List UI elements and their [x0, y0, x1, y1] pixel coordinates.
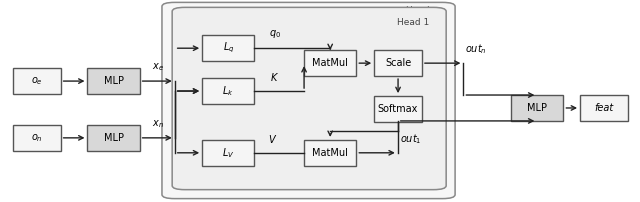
FancyBboxPatch shape	[202, 140, 254, 166]
Text: $L_k$: $L_k$	[223, 84, 234, 98]
Text: $L_q$: $L_q$	[223, 41, 234, 55]
Text: MatMul: MatMul	[312, 58, 348, 68]
Text: $out_n$: $out_n$	[465, 42, 487, 56]
Text: $x_e$: $x_e$	[152, 61, 163, 73]
FancyBboxPatch shape	[13, 68, 61, 94]
FancyBboxPatch shape	[88, 125, 140, 151]
Text: $o_e$: $o_e$	[31, 75, 43, 87]
FancyBboxPatch shape	[13, 125, 61, 151]
FancyBboxPatch shape	[202, 78, 254, 104]
FancyBboxPatch shape	[202, 35, 254, 61]
FancyBboxPatch shape	[580, 95, 628, 121]
Text: $q_0$: $q_0$	[269, 28, 281, 40]
FancyBboxPatch shape	[304, 140, 356, 166]
Text: MatMul: MatMul	[312, 148, 348, 158]
Text: MLP: MLP	[104, 76, 124, 86]
Text: $o_n$: $o_n$	[31, 132, 43, 144]
Text: $L_V$: $L_V$	[222, 146, 234, 160]
Text: $K$: $K$	[270, 71, 279, 83]
Text: $V$: $V$	[268, 133, 277, 145]
Text: MLP: MLP	[527, 103, 547, 113]
Text: MLP: MLP	[104, 133, 124, 143]
Text: $out_1$: $out_1$	[399, 132, 421, 146]
FancyBboxPatch shape	[374, 50, 422, 76]
Text: Head 1: Head 1	[397, 18, 429, 27]
Text: $x_n$: $x_n$	[152, 118, 163, 130]
FancyBboxPatch shape	[511, 95, 563, 121]
FancyBboxPatch shape	[304, 50, 356, 76]
FancyBboxPatch shape	[172, 7, 446, 190]
FancyBboxPatch shape	[88, 68, 140, 94]
FancyBboxPatch shape	[374, 96, 422, 122]
Text: Softmax: Softmax	[378, 104, 419, 114]
Text: feat: feat	[595, 103, 614, 113]
FancyBboxPatch shape	[162, 2, 455, 199]
Text: Head n: Head n	[406, 6, 438, 15]
Text: Scale: Scale	[385, 58, 411, 68]
